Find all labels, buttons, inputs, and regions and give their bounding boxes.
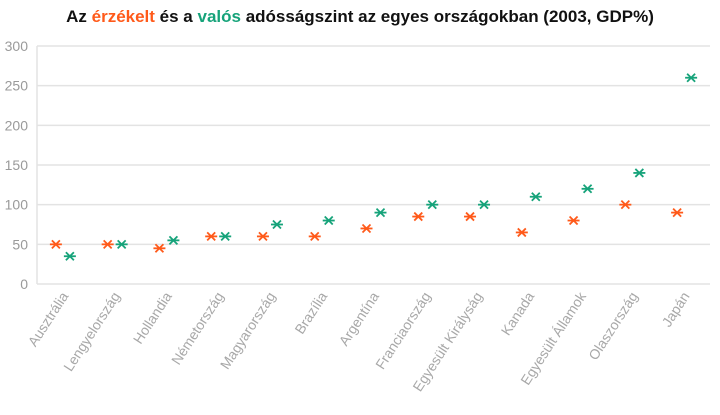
marker-actual (322, 215, 335, 226)
y-tick-label: 300 (5, 38, 29, 54)
y-tick-label: 100 (5, 197, 29, 213)
marker-perceived (101, 239, 114, 249)
marker-actual (426, 200, 439, 210)
marker-actual (529, 192, 542, 202)
y-tick-label: 150 (5, 157, 29, 173)
marker-actual (633, 168, 646, 178)
y-tick-label: 0 (20, 276, 28, 292)
marker-perceived (412, 211, 425, 222)
title-actual: valós (197, 7, 241, 26)
x-tick-label: Németország (168, 289, 227, 368)
title-part: és a (154, 7, 198, 26)
marker-perceived (205, 231, 218, 242)
x-tick-label: Olaszország (585, 289, 641, 363)
title-part: Az (66, 7, 92, 26)
marker-perceived (464, 211, 477, 222)
x-tick-label: Kanada (498, 289, 538, 338)
x-tick-label: Magyarország (217, 289, 279, 372)
chart-title: Az érzékelt és a valós adósságszint az e… (0, 7, 720, 27)
x-tick-label: Brazília (291, 289, 330, 337)
marker-actual (115, 239, 128, 249)
marker-perceived (256, 231, 269, 242)
marker-perceived (515, 227, 528, 238)
marker-perceived (619, 200, 632, 210)
x-tick-label: Franciaország (372, 289, 434, 372)
marker-actual (685, 73, 698, 83)
marker-perceived (360, 223, 373, 234)
y-tick-label: 200 (5, 117, 29, 133)
y-tick-label: 50 (12, 236, 28, 252)
marker-actual (581, 184, 594, 194)
marker-perceived (567, 215, 580, 226)
x-tick-label: Lengyelország (60, 289, 123, 374)
marker-perceived (671, 207, 684, 218)
marker-perceived (308, 231, 321, 242)
marker-actual (219, 231, 232, 242)
marker-actual (478, 200, 491, 210)
marker-perceived (49, 239, 62, 249)
x-tick-label: Hollandia (130, 289, 175, 347)
x-tick-label: Ausztrália (25, 289, 72, 349)
marker-perceived (153, 243, 166, 253)
x-tick-label: Japán (658, 289, 692, 330)
marker-actual (374, 207, 387, 218)
x-tick-label: Argentína (336, 289, 383, 349)
y-tick-label: 250 (5, 78, 29, 94)
marker-actual (167, 235, 180, 246)
marker-actual (270, 219, 283, 230)
title-perceived: érzékelt (91, 7, 155, 26)
title-part: adósságszint az egyes országokban (2003,… (240, 7, 654, 26)
marker-actual (63, 251, 76, 261)
